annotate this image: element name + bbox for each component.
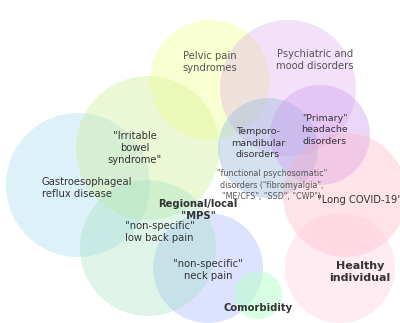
Text: Regional/local
"MPS": Regional/local "MPS": [158, 199, 238, 221]
Text: "Primary"
headache
disorders: "Primary" headache disorders: [302, 114, 348, 146]
Text: Comorbidity: Comorbidity: [224, 303, 292, 313]
Circle shape: [285, 213, 395, 323]
Circle shape: [234, 271, 282, 319]
Text: "Irritable
bowel
syndrome": "Irritable bowel syndrome": [108, 130, 162, 165]
Text: "non-specific"
neck pain: "non-specific" neck pain: [173, 259, 243, 281]
Text: Gastroesophageal
reflux disease: Gastroesophageal reflux disease: [42, 177, 132, 199]
Circle shape: [76, 76, 220, 220]
Text: Temporo-
mandibular
disorders: Temporo- mandibular disorders: [231, 127, 285, 159]
Text: "functional psychosomatic"
disorders ("fibromyalgia",
"ME/CFS", "SSD", "CWP"): "functional psychosomatic" disorders ("f…: [217, 169, 327, 201]
Circle shape: [218, 98, 318, 198]
Circle shape: [270, 85, 370, 185]
Text: Pelvic pain
syndromes: Pelvic pain syndromes: [183, 51, 237, 73]
Text: Healthy
individual: Healthy individual: [329, 261, 391, 283]
Circle shape: [153, 213, 263, 323]
Text: "non-specific"
low back pain: "non-specific" low back pain: [125, 221, 195, 243]
Text: Psychiatric and
mood disorders: Psychiatric and mood disorders: [276, 49, 354, 71]
Circle shape: [6, 113, 150, 257]
Text: "Long COVID-19": "Long COVID-19": [318, 195, 400, 205]
Circle shape: [283, 133, 400, 257]
Circle shape: [150, 20, 270, 140]
Circle shape: [220, 20, 356, 156]
Circle shape: [80, 180, 216, 316]
